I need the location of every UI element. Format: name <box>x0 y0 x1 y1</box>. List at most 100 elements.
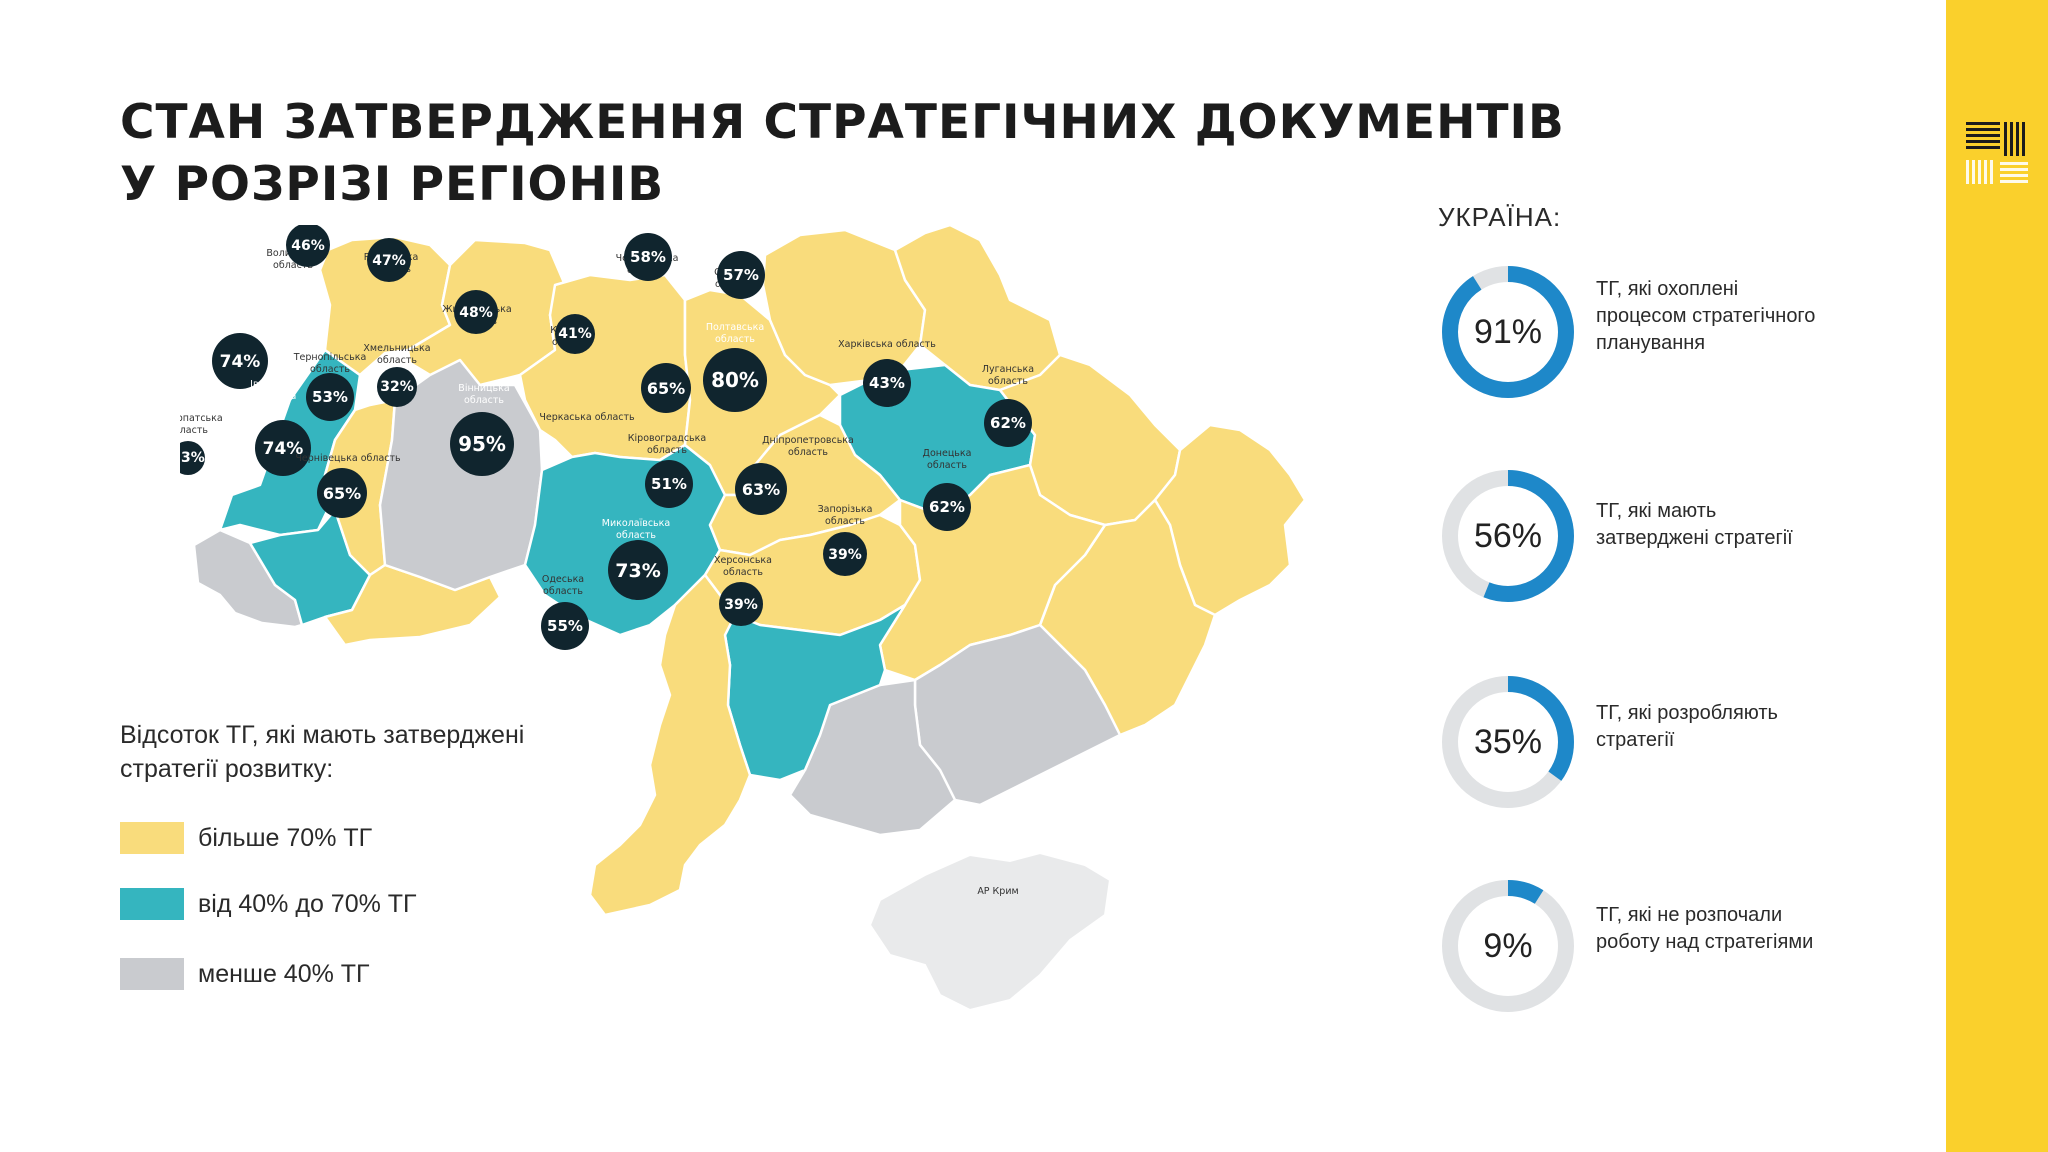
legend-title: Відсоток ТГ, які мають затверджені страт… <box>120 721 525 783</box>
percent-bubble-dnipropetrovsk <box>735 463 787 515</box>
legend-label-less-40: менше 40% ТГ <box>198 959 370 988</box>
donut-arc <box>1442 470 1574 602</box>
legend-label-40-70: від 40% до 70% ТГ <box>198 889 417 918</box>
percent-bubble-ivano-frankivsk <box>255 420 311 476</box>
percent-bubble-rivne <box>367 238 411 282</box>
stat-value: 35% <box>1473 722 1543 761</box>
legend-swatch-more-70 <box>120 822 184 854</box>
legend-swatch-less-40 <box>120 958 184 990</box>
legend-item-less-40: менше 40% ТГ <box>120 958 370 990</box>
region-name-mykolaiv: Миколаївська область <box>602 518 670 541</box>
region-name-donetsk: Донецька область <box>923 448 972 471</box>
region-name-kharkiv: Харківська область <box>838 339 936 350</box>
donut-arc <box>1442 676 1574 808</box>
ukraine-heading: УКРАЇНА: <box>1438 202 1562 232</box>
percent-bubble-kharkiv <box>863 359 911 407</box>
donut-arc <box>1442 880 1574 1012</box>
percent-label-chernihiv: 58% <box>630 248 666 266</box>
region-shape-kherson <box>788 678 957 837</box>
percent-label-zaporizhzhia: 39% <box>828 547 862 563</box>
percent-label-cherkasy: 65% <box>647 379 685 398</box>
percent-label-zakarpattia: 23% <box>180 450 205 466</box>
stat-developing: 35% ТГ, які розробляють стратегії <box>1438 672 1898 812</box>
percent-label-vinnytsia: 95% <box>458 432 506 456</box>
stat-value: 56% <box>1473 516 1543 555</box>
percent-bubble-odesa <box>541 602 589 650</box>
percent-bubble-zhytomyr <box>454 290 498 334</box>
page-title: СТАН ЗАТВЕРДЖЕННЯ СТРАТЕГІЧНИХ ДОКУМЕНТІ… <box>120 92 1620 216</box>
region-labels: Волинськаобласть46%Рівненськаобласть47%Ж… <box>180 225 1034 650</box>
percent-bubble-chernihiv <box>624 233 672 281</box>
stat-description: ТГ, які охоплені процесом стратегічного … <box>1596 278 1816 354</box>
stat-not-started: 9% ТГ, які не розпочали роботу над страт… <box>1438 876 1898 1016</box>
page-title-line-1: СТАН ЗАТВЕРДЖЕННЯ СТРАТЕГІЧНИХ ДОКУМЕНТІ… <box>120 95 1565 150</box>
stat-covered: 91% ТГ, які охоплені процесом стратегічн… <box>1438 262 1898 402</box>
percent-label-mykolaiv: 73% <box>615 560 660 582</box>
region-name-chernivtsi: Чернівецька область <box>295 453 401 464</box>
percent-bubble-donetsk <box>923 483 971 531</box>
region-name-vinnytsia: Вінницька область <box>458 383 509 406</box>
stat-approved: 56% ТГ, які мають затверджені стратегії <box>1438 466 1898 606</box>
percent-label-kherson: 39% <box>724 597 758 613</box>
stat-value: 9% <box>1483 926 1533 965</box>
region-name-lviv: Львівська область <box>216 310 265 333</box>
percent-bubble-khmelnytskyi <box>377 367 417 407</box>
region-shape-crimea <box>868 851 1112 1012</box>
region-name-cherkasy: Черкаська область <box>539 412 635 423</box>
percent-bubble-chernivtsi <box>317 468 367 518</box>
percent-label-odesa: 55% <box>547 617 583 635</box>
donut-chart <box>1442 676 1574 808</box>
percent-label-sumy: 57% <box>723 266 759 284</box>
stat-description: ТГ, які розробляють стратегії <box>1596 702 1778 751</box>
region-shape-zakarpattia <box>192 528 304 629</box>
donut-chart <box>1442 880 1574 1012</box>
percent-label-dnipropetrovsk: 63% <box>742 480 780 499</box>
percent-label-poltava: 80% <box>711 368 759 392</box>
region-name-dnipropetrovsk: Дніпропетровська область <box>762 435 854 458</box>
percent-label-kharkiv: 43% <box>869 374 905 392</box>
region-name-poltava: Полтавська область <box>706 322 764 345</box>
percent-label-khmelnytskyi: 32% <box>380 379 414 395</box>
percent-bubble-zakarpattia <box>180 441 205 475</box>
region-name-kirovohrad: Кіровоградська область <box>628 433 706 456</box>
donut-chart <box>1442 470 1574 602</box>
percent-label-rivne: 47% <box>372 253 406 269</box>
percent-bubble-volyn <box>286 225 330 267</box>
stat-value: 91% <box>1473 312 1543 351</box>
region-shape-odesa <box>588 573 752 917</box>
percent-bubble-luhansk <box>984 399 1032 447</box>
percent-bubble-vinnytsia <box>450 412 514 476</box>
percent-label-ivano-frankivsk: 74% <box>263 439 304 459</box>
percent-bubble-ternopil <box>306 373 354 421</box>
legend-item-40-70: від 40% до 70% ТГ <box>120 888 417 920</box>
percent-label-chernivtsi: 65% <box>323 484 361 503</box>
percent-label-kirovohrad: 51% <box>651 475 687 493</box>
percent-label-luhansk: 62% <box>990 414 1026 432</box>
region-name-zakarpattia: Закарпатськаобласть <box>180 413 223 436</box>
region-name-ivano-frankivsk: Івано-Франківська область <box>234 379 297 414</box>
region-name-zaporizhzhia: Запорізька область <box>818 504 873 527</box>
stat-description: ТГ, які мають затверджені стратегії <box>1596 500 1793 549</box>
percent-bubble-zaporizhzhia <box>823 532 867 576</box>
percent-label-kyiv: 41% <box>558 326 592 342</box>
percent-label-zhytomyr: 48% <box>459 305 493 321</box>
percent-label-lviv: 74% <box>220 352 261 372</box>
legend-label-more-70: більше 70% ТГ <box>198 823 373 852</box>
percent-bubble-kirovohrad <box>645 460 693 508</box>
percent-bubble-lviv <box>212 333 268 389</box>
percent-bubble-cherkasy <box>641 363 691 413</box>
percent-label-donetsk: 62% <box>929 498 965 516</box>
percent-label-ternopil: 53% <box>312 388 348 406</box>
region-name-luhansk: Луганська область <box>982 364 1034 387</box>
page-title-line-2: У РОЗРІЗІ РЕГІОНІВ <box>120 157 665 212</box>
ukraine-map: Волинськаобласть46%Рівненськаобласть47%Ж… <box>180 225 1307 1012</box>
region-name-ternopil: Тернопільська область <box>293 352 367 375</box>
donut-arc <box>1442 266 1574 398</box>
percent-bubble-poltava <box>703 348 767 412</box>
crimea-label: АР Крим <box>977 886 1018 897</box>
percent-bubble-kherson <box>719 582 763 626</box>
stat-description: ТГ, які не розпочали роботу над стратегі… <box>1596 904 1814 953</box>
percent-label-volyn: 46% <box>291 238 325 254</box>
region-name-odesa: Одеська область <box>542 574 584 597</box>
percent-bubble-mykolaiv <box>608 540 668 600</box>
